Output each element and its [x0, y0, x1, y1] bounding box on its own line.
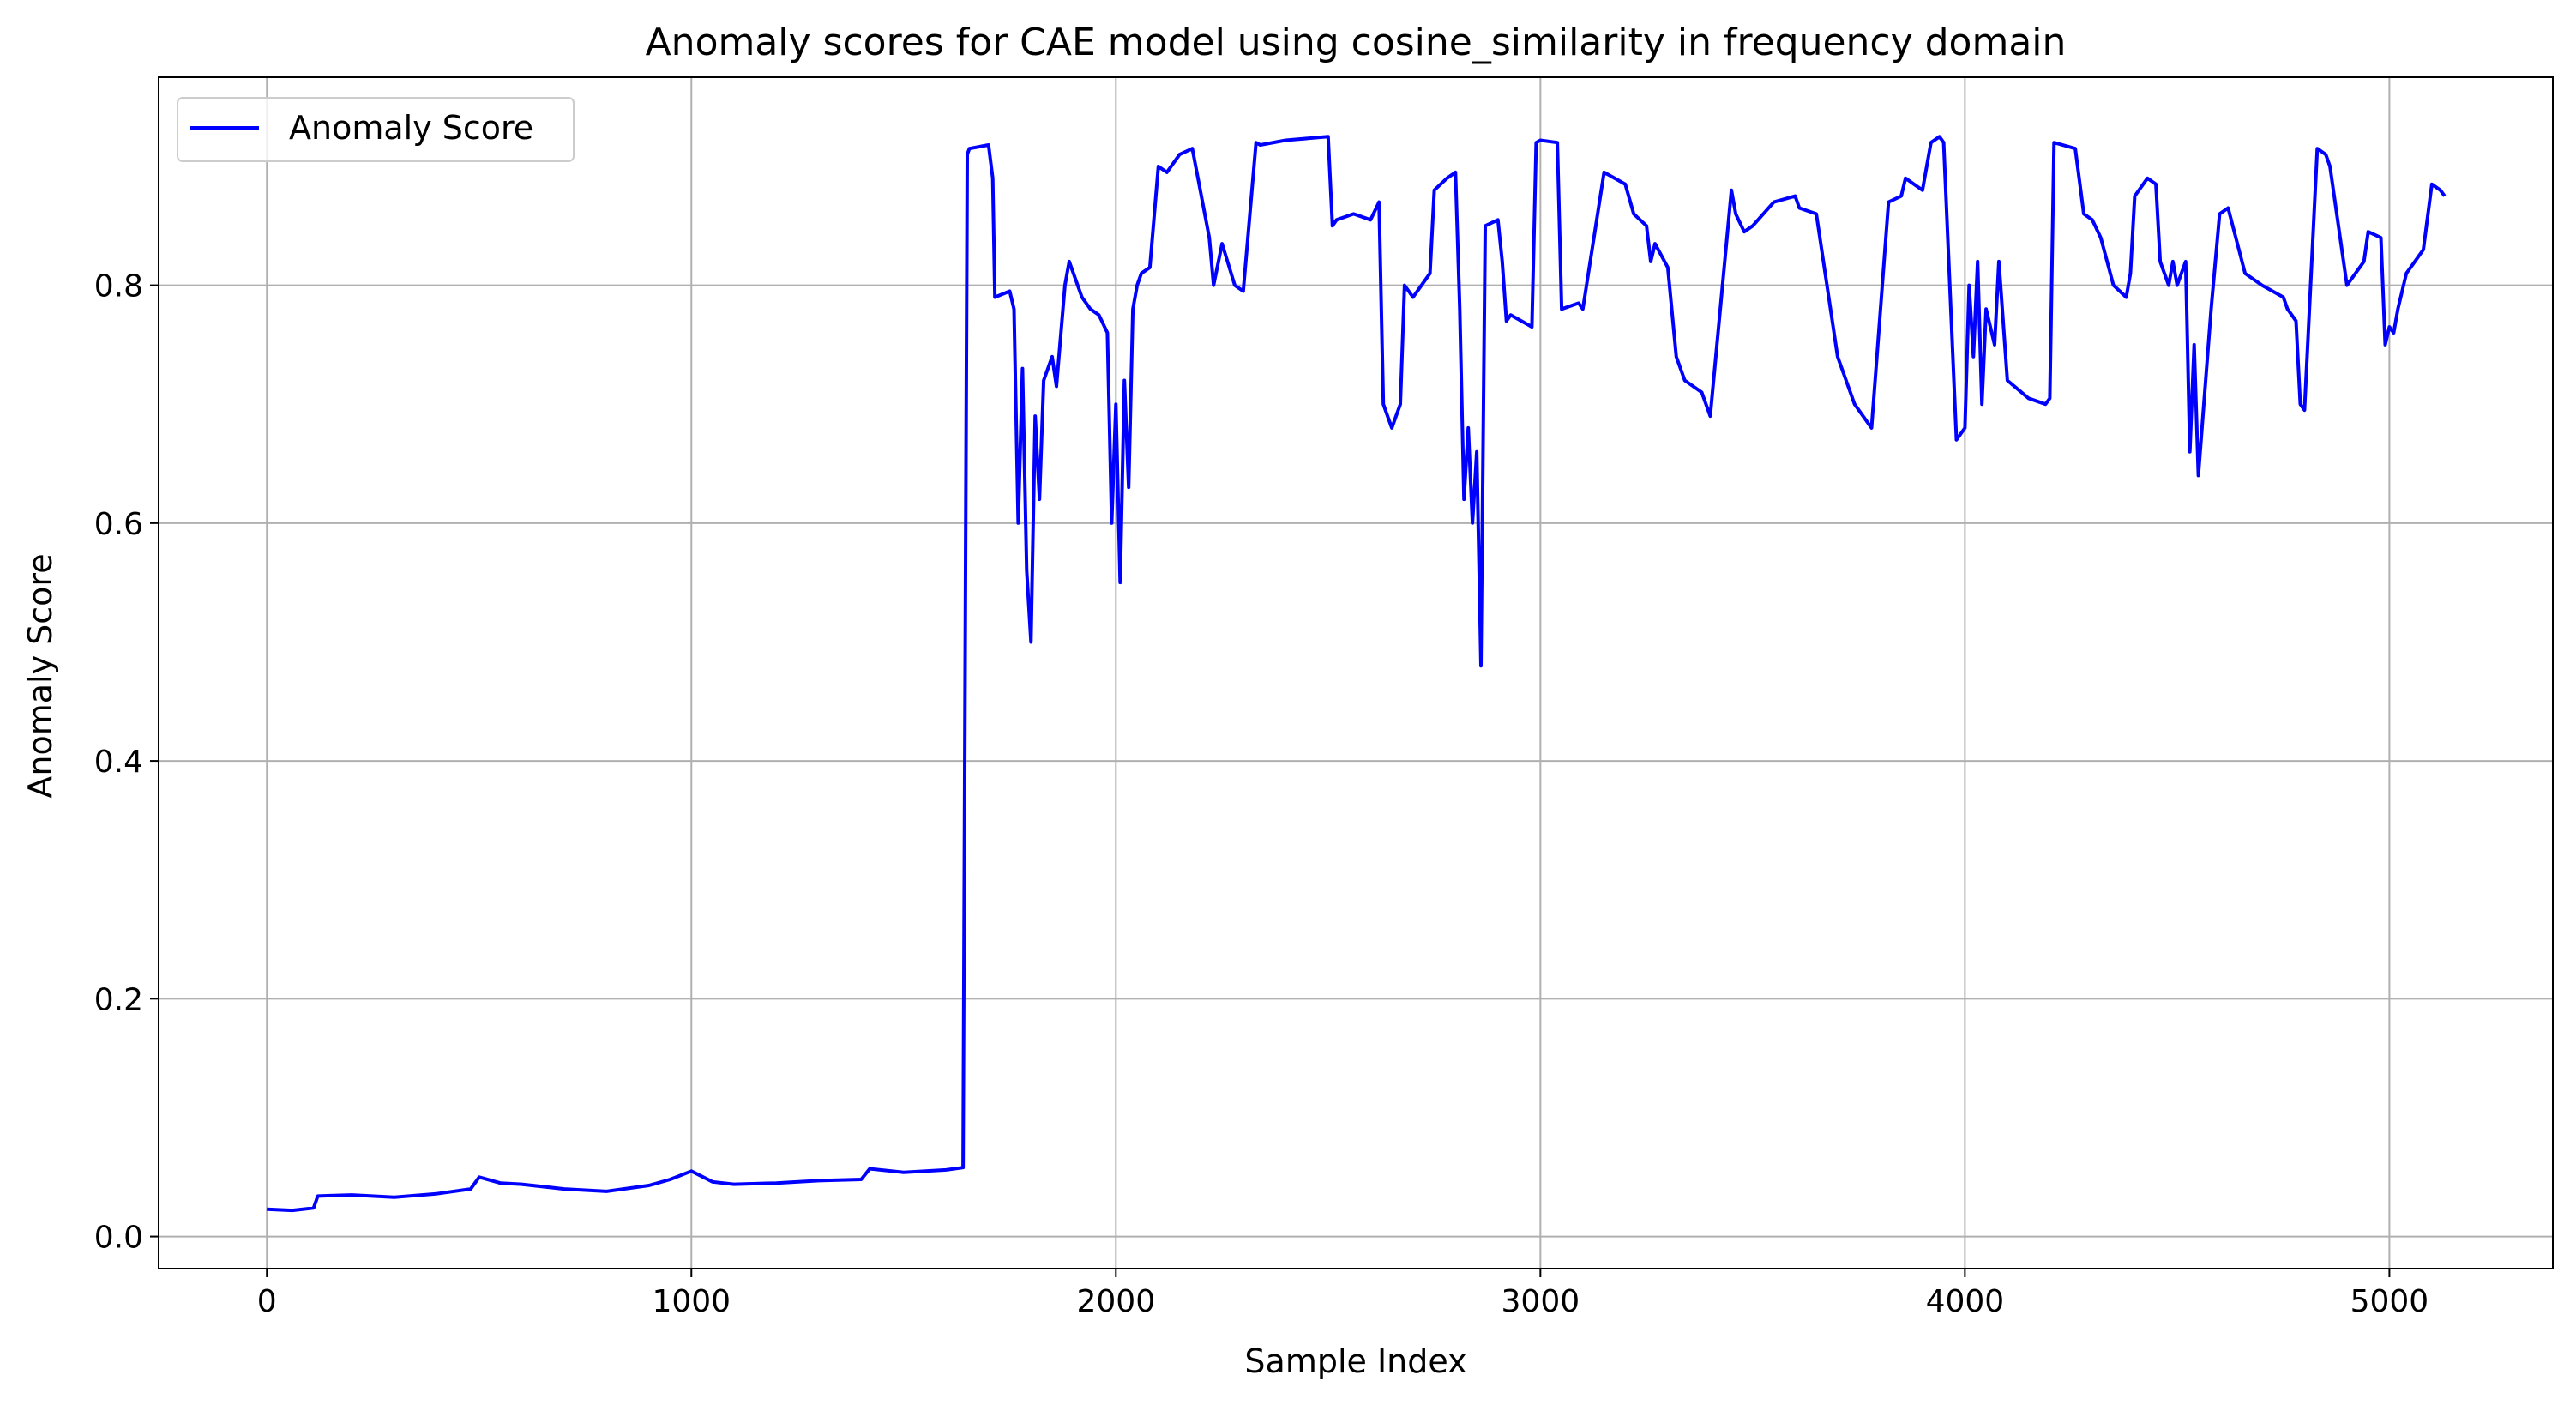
y-tick-label: 0.8 [94, 269, 143, 305]
y-tick-label: 0.4 [94, 745, 143, 780]
series-layer [267, 135, 2447, 1213]
x-tick-label: 2000 [1076, 1284, 1155, 1319]
series-line-anomaly-score [267, 135, 2447, 1213]
grid-lines [159, 77, 2553, 1269]
chart-title: Anomaly scores for CAE model using cosin… [646, 21, 2067, 64]
x-axis-label: Sample Index [1244, 1342, 1466, 1380]
legend-label: Anomaly Score [289, 109, 533, 147]
x-tick-label: 0 [257, 1284, 277, 1319]
y-tick-label: 0.0 [94, 1221, 143, 1256]
x-tick-label: 5000 [2350, 1284, 2429, 1319]
x-tick-label: 1000 [652, 1284, 731, 1319]
x-axis-ticks: 0 1000 2000 3000 4000 5000 [257, 1269, 2429, 1319]
y-tick-label: 0.6 [94, 507, 143, 542]
legend-box [177, 97, 575, 162]
y-axis-ticks: 0.0 0.2 0.4 0.6 0.8 [94, 269, 159, 1256]
x-tick-label: 3000 [1502, 1284, 1580, 1319]
x-tick-label: 4000 [1926, 1284, 2005, 1319]
y-tick-label: 0.2 [94, 982, 143, 1017]
y-axis-label: Anomaly Score [21, 553, 59, 798]
legend: Anomaly Score [177, 97, 575, 162]
plot-area-frame [158, 76, 2554, 1269]
